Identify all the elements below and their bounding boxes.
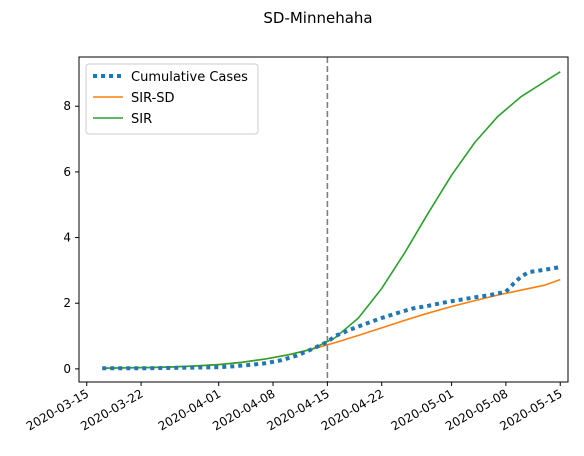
legend-label-1: SIR-SD: [131, 91, 175, 106]
y-tick-label: 6: [63, 165, 71, 179]
legend-box: [85, 63, 259, 135]
y-tick-label: 4: [63, 231, 71, 245]
chart-marks: [102, 57, 561, 382]
series-line-2: [102, 71, 561, 370]
legend-label-0: Cumulative Cases: [131, 70, 248, 85]
plot-area: [78, 56, 569, 383]
y-tick-label: 0: [63, 362, 71, 376]
y-tick-label: 8: [63, 99, 71, 113]
chart-title: SD-Minnehaha: [263, 9, 372, 27]
legend-items: Cumulative Cases SIR-SD SIR: [93, 70, 248, 127]
legend: Cumulative Cases SIR-SD SIR: [85, 63, 259, 135]
axes-frame: [78, 56, 569, 383]
series-line-0: [102, 265, 561, 371]
y-axis: 0 2 4 6 8: [63, 99, 79, 376]
y-tick-label: 2: [63, 296, 71, 310]
legend-label-2: SIR: [131, 112, 152, 127]
